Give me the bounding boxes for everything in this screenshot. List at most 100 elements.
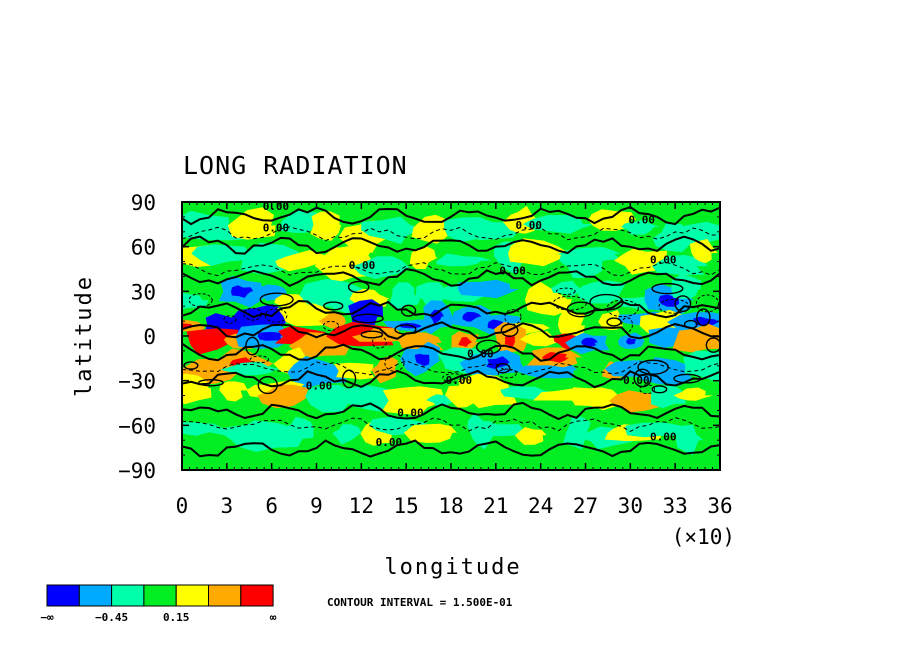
field-region-weak-negative <box>557 247 621 264</box>
contour-loop <box>400 304 417 317</box>
field-region-weak-positive <box>275 250 327 272</box>
colorbar-swatch <box>78 584 113 607</box>
x-tick-label: 12 <box>349 494 374 518</box>
field-region-strong-positive <box>458 337 473 347</box>
negative-contour-line <box>182 360 720 376</box>
contour-level-labels: 0.00 0.00 0.00 0.00 0.00 0.00 0.00 0.00 0.00 0.00… <box>263 200 677 449</box>
colorbar: −∞ −0.45 0.15 ∞ <box>40 584 277 624</box>
contour-level-label: 0.00 <box>397 406 424 419</box>
negative-contour-line <box>182 417 720 432</box>
contour-level-label: 0.00 <box>263 221 290 234</box>
contour-loop <box>495 362 511 374</box>
x-tick-label: 9 <box>310 494 323 518</box>
y-axis-label: latitude <box>72 275 97 397</box>
negative-contour-loop <box>497 368 517 379</box>
colorbar-swatch <box>143 584 177 607</box>
contour-level-label: 0.00 <box>446 374 473 387</box>
field-region-weak-negative <box>658 221 720 244</box>
contour-interval-note: CONTOUR INTERVAL = 1.500E-01 <box>327 596 513 609</box>
field-region-negative <box>457 279 519 299</box>
field-region-weak-positive <box>689 239 718 264</box>
contour-level-label: 0.00 <box>263 200 290 213</box>
x-tick-label: 30 <box>618 494 643 518</box>
contour-line <box>182 268 720 287</box>
contour-loop <box>323 301 344 311</box>
y-tick-label: −90 <box>118 459 156 483</box>
colorbar-swatch <box>240 584 274 607</box>
contour-line <box>182 235 720 255</box>
y-tick-label: 30 <box>131 280 156 304</box>
x-axis-label: longitude <box>384 555 521 580</box>
negative-contour-loop <box>621 317 633 333</box>
field-region-positive <box>672 323 720 353</box>
field-region-weak-negative <box>676 424 704 456</box>
field-region-weak-negative <box>332 424 362 445</box>
contour-loop <box>197 379 224 387</box>
x-tick-label: 27 <box>573 494 598 518</box>
field-region-weak-positive <box>403 423 457 443</box>
field-region-weak-positive <box>227 207 276 240</box>
colorbar-label: 0.15 <box>163 611 190 624</box>
field-region-weak-negative <box>563 416 592 450</box>
x-tick-label: 21 <box>483 494 508 518</box>
negative-contour-loop <box>371 335 387 349</box>
negative-contour-line <box>182 226 720 242</box>
field-region-weak-negative <box>305 384 357 413</box>
x-tick-label: 6 <box>265 494 278 518</box>
field-region-weak-positive <box>334 362 375 380</box>
x-tick-label: 36 <box>707 494 732 518</box>
contour-level-label: 0.00 <box>499 264 526 277</box>
field-region-strong-negative <box>581 337 598 348</box>
x-tick-label: 3 <box>221 494 234 518</box>
field-region-weak-positive <box>519 331 562 347</box>
contour-loop <box>705 337 720 353</box>
contour-loop <box>257 376 278 395</box>
x-tick-label: 33 <box>663 494 688 518</box>
contour-plot-area: 0.00 0.00 0.00 0.00 0.00 0.00 0.00 0.00 0.00 0.00… <box>181 200 721 471</box>
contour-level-label: 0.00 <box>629 213 656 226</box>
negative-contour-loop <box>264 308 288 323</box>
field-region-weak-negative <box>466 421 526 437</box>
field-region-weak-negative <box>389 282 422 310</box>
field-region-weak-negative <box>361 216 425 245</box>
contour-level-label: 0.00 <box>349 259 376 272</box>
negative-contour-loop <box>249 355 270 364</box>
chart-title: LONG RADIATION <box>183 151 408 180</box>
contour-loop <box>696 308 711 327</box>
contour-loop <box>245 336 260 356</box>
contour-line <box>182 369 720 389</box>
negative-contour-loop <box>552 295 587 311</box>
field-region-weak-positive <box>569 387 620 411</box>
field-region-weak-positive <box>515 427 547 445</box>
negative-contour-loop <box>243 307 263 321</box>
contour-level-label: 0.00 <box>623 374 650 387</box>
contour-level-label: 0.00 <box>376 436 403 449</box>
field-region-weak-positive <box>508 238 571 267</box>
contour-level-label: 0.00 <box>516 219 543 232</box>
field-region-weak-negative <box>621 219 660 235</box>
contour-loop <box>360 330 384 339</box>
colorbar-swatch <box>208 584 242 607</box>
negative-contour-loop <box>384 354 405 372</box>
negative-contour-loop <box>442 373 466 383</box>
contour-loop <box>606 317 622 327</box>
colorbar-swatch <box>111 584 145 607</box>
field-region-weak-negative <box>577 280 626 304</box>
contour-loop <box>637 359 669 375</box>
field-region-negative <box>639 357 694 387</box>
contour-loop <box>566 301 596 318</box>
field-region-weak-negative <box>651 385 690 409</box>
colorbar-label: −0.45 <box>95 611 128 624</box>
contour-loop <box>651 385 668 394</box>
contour-line <box>182 439 720 458</box>
field-region-weak-positive <box>409 245 439 270</box>
contour-fill-regions <box>182 205 720 456</box>
contour-level-label: 0.00 <box>650 431 677 444</box>
contour-loop <box>683 319 698 329</box>
contour-loop <box>651 282 684 295</box>
x-axis-multiplier: (×10) <box>672 525 735 549</box>
contour-level-label: 0.00 <box>467 347 494 360</box>
y-tick-label: 90 <box>131 191 156 215</box>
